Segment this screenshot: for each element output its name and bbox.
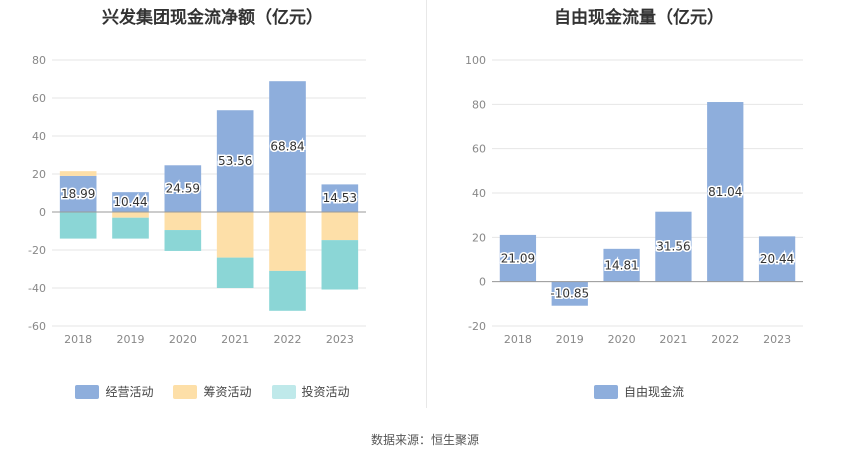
cashflow-y-tick-label: -60 [28, 320, 46, 333]
fcf-bar-自由现金流 [758, 236, 796, 282]
legend-swatch-investing [271, 384, 296, 399]
legend-label-financing: 筹资活动 [203, 385, 252, 399]
cashflow-y-tick-label: 20 [32, 168, 46, 181]
fcf-x-tick-label: 2020 [608, 333, 636, 346]
cashflow-bar-经营活动 [269, 81, 306, 212]
legend-swatch-fcf [593, 384, 618, 399]
cashflow-chart-legend: 经营活动 筹资活动 投资活动 [0, 383, 425, 400]
fcf-x-tick-label: 2019 [556, 333, 584, 346]
fcf-data-label: 21.09 [501, 251, 535, 265]
cashflow-bar-筹资活动 [59, 171, 97, 176]
cashflow-y-tick-label: -40 [28, 282, 46, 295]
fcf-y-tick-label: 0 [479, 276, 486, 289]
fcf-x-tick-label: 2021 [659, 333, 687, 346]
fcf-bar-自由现金流 [655, 211, 692, 282]
cashflow-y-tick-label: 80 [32, 54, 46, 67]
cashflow-data-label: 10.44 [113, 195, 147, 209]
fcf-x-tick-label: 2022 [711, 333, 739, 346]
fcf-chart-title: 自由现金流量（亿元） [554, 8, 724, 28]
cashflow-bar-筹资活动 [164, 212, 202, 231]
cashflow-x-tick-label: 2018 [64, 333, 92, 346]
fcf-y-tick-label: 40 [472, 187, 486, 200]
cashflow-y-tick-label: 0 [39, 206, 46, 219]
fcf-y-tick-label: 100 [465, 54, 486, 67]
fcf-y-tick-label: 20 [472, 231, 486, 244]
cashflow-chart-plot: -60 -40 -20 0 20 40 60 80 2018 2019 2020 2021 2022 20… [28, 54, 366, 346]
legend-label-fcf: 自由现金流 [623, 385, 684, 399]
cashflow-data-label: 18.99 [61, 187, 95, 201]
fcf-x-tick-label: 2018 [504, 333, 532, 346]
panel-divider [426, 0, 427, 408]
fcf-y-tick-label: 80 [472, 98, 486, 111]
cashflow-bar-经营活动 [321, 184, 359, 212]
cashflow-bar-投资活动 [164, 230, 202, 251]
cashflow-bar-经营活动 [59, 175, 97, 212]
fcf-bar-自由现金流 [551, 281, 588, 306]
fcf-y-tick-label: -20 [468, 320, 486, 333]
fcf-bar-自由现金流 [603, 248, 640, 282]
cashflow-bar-筹资活动 [321, 212, 359, 241]
cashflow-bar-投资活动 [216, 257, 254, 288]
cashflow-chart-panel: 兴发集团现金流净额（亿元） -60 -40 -20 0 20 40 60 80 2018 2019… [0, 0, 425, 410]
cashflow-data-label: 68.84 [270, 140, 304, 154]
cashflow-x-tick-label: 2021 [221, 333, 249, 346]
cashflow-data-label: 53.56 [218, 154, 252, 168]
cashflow-bar-投资活动 [269, 270, 306, 311]
fcf-bar-自由现金流 [499, 234, 537, 282]
fcf-data-label: -10.85 [550, 287, 589, 301]
cashflow-data-label: 14.53 [323, 191, 357, 205]
fcf-data-label: 14.81 [604, 258, 638, 272]
cashflow-x-tick-label: 2023 [326, 333, 354, 346]
cashflow-bar-筹资活动 [112, 212, 149, 218]
cashflow-data-label: 24.59 [166, 182, 200, 196]
legend-item-financing[interactable]: 筹资活动 [173, 383, 252, 400]
cashflow-bar-筹资活动 [216, 212, 254, 258]
fcf-x-tick-label: 2023 [763, 333, 791, 346]
fcf-data-label: 81.04 [708, 185, 742, 199]
cashflow-x-tick-label: 2019 [117, 333, 145, 346]
fcf-chart-legend: 自由现金流 [428, 383, 850, 400]
legend-swatch-operating [75, 384, 100, 399]
cashflow-bar-筹资活动 [269, 212, 306, 271]
cashflow-y-tick-label: -20 [28, 244, 46, 257]
cashflow-y-tick-label: 40 [32, 130, 46, 143]
data-source-note: 数据来源：恒生聚源 [370, 433, 479, 447]
fcf-bar-自由现金流 [707, 102, 744, 282]
legend-label-operating: 经营活动 [105, 385, 154, 399]
legend-item-fcf[interactable]: 自由现金流 [593, 383, 684, 400]
cashflow-bar-投资活动 [112, 217, 149, 239]
cashflow-x-tick-label: 2020 [169, 333, 197, 346]
cashflow-bar-投资活动 [59, 212, 97, 239]
fcf-chart-plot: -20 0 20 40 60 80 100 2018 2019 2020 2021 2022 2023 2… [465, 54, 803, 346]
cashflow-chart-title: 兴发集团现金流净额（亿元） [102, 8, 323, 28]
legend-swatch-financing [173, 384, 198, 399]
fcf-y-tick-label: 60 [472, 143, 486, 156]
legend-label-investing: 投资活动 [301, 385, 350, 399]
cashflow-y-tick-label: 60 [32, 92, 46, 105]
cashflow-x-tick-label: 2022 [274, 333, 302, 346]
legend-item-investing[interactable]: 投资活动 [271, 383, 350, 400]
fcf-data-label: 20.44 [760, 252, 794, 266]
cashflow-bar-经营活动 [164, 165, 202, 212]
fcf-chart-panel: 自由现金流量（亿元） -20 0 20 40 60 80 100 2018 2019 2020 20… [428, 0, 850, 410]
legend-item-operating[interactable]: 经营活动 [75, 383, 153, 400]
cashflow-bar-经营活动 [216, 110, 254, 212]
cashflow-bar-经营活动 [112, 192, 149, 212]
cashflow-bar-投资活动 [321, 240, 359, 290]
fcf-data-label: 31.56 [656, 240, 690, 254]
